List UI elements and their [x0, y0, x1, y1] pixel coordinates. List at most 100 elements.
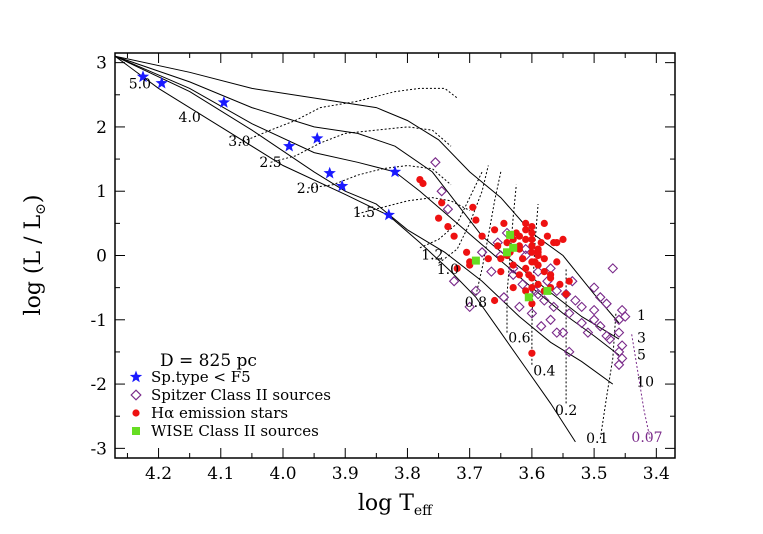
mass-labels: 5.0 4.0 3.0 2.5 2.0 1.5 1.21.0 0.8 0.6 0.4 0.2 0.1 1… — [129, 76, 663, 447]
circle-point — [416, 176, 424, 184]
diamond-point — [613, 359, 625, 371]
isochrone-age-label: 1 — [637, 308, 646, 324]
diamond-point — [613, 327, 625, 338]
square-point — [506, 230, 515, 239]
diamond-point — [545, 314, 556, 326]
circle-point — [503, 239, 511, 247]
x-axis-title: log Teff — [358, 491, 433, 519]
diamond-point — [517, 279, 528, 290]
star-point — [217, 96, 231, 108]
circle-point — [478, 232, 486, 240]
isochrone-line-3 — [114, 55, 614, 385]
diamond-point — [616, 353, 628, 364]
mass-label: 1.2 — [421, 247, 443, 263]
legend-marker-diamond — [130, 389, 142, 401]
x-tick-label: 3.6 — [518, 464, 545, 484]
diamond-point — [430, 157, 441, 168]
mass-label: 5.0 — [129, 76, 151, 92]
diamond-point — [548, 301, 559, 313]
diamond-point — [486, 266, 497, 277]
diamond-point — [582, 327, 594, 338]
y-tick-label: 0 — [96, 247, 107, 267]
star-point — [136, 70, 150, 83]
diamond-point — [595, 320, 606, 332]
mass-label: 4.0 — [179, 110, 201, 126]
mass-label: 1.0 — [437, 262, 459, 278]
circle-point — [528, 223, 536, 231]
circle-point — [553, 258, 561, 266]
y-tick-label: 1 — [96, 182, 107, 202]
circle-point — [472, 216, 480, 224]
evolutionary-track-8 — [531, 204, 539, 365]
mass-label: 2.0 — [297, 181, 319, 197]
star-point — [388, 165, 402, 178]
mass-label: 2.5 — [259, 155, 281, 171]
circle-point — [540, 219, 548, 227]
diamond-point — [616, 340, 628, 351]
circle-point — [466, 261, 474, 269]
legend-label-circle: Hα emission stars — [151, 404, 288, 422]
circle-point — [534, 245, 542, 253]
circle-point — [534, 280, 542, 288]
diamond-point — [563, 346, 575, 358]
legend-label-star: Sp.type < F5 — [151, 368, 251, 386]
diamond-point — [464, 301, 475, 313]
circle-point — [453, 264, 461, 272]
diamond-point — [601, 298, 612, 309]
diamond-point — [442, 203, 454, 215]
y-axis-title-main: log (L / L — [21, 214, 46, 315]
circle-point — [509, 284, 517, 292]
circle-point — [438, 199, 446, 207]
circle-point — [515, 232, 524, 240]
diamond-point — [520, 243, 531, 255]
diamond-point — [613, 346, 625, 358]
circle-point — [515, 242, 524, 250]
mass-label: 0.2 — [555, 403, 577, 419]
y-tick-label: -3 — [90, 439, 107, 459]
circle-point — [553, 239, 561, 247]
diamond-point — [551, 327, 563, 338]
diamond-point — [539, 295, 550, 306]
diamond-point — [551, 285, 563, 297]
mass-label: 0.8 — [465, 295, 487, 311]
legend-marker-star — [129, 370, 143, 383]
circle-point — [522, 219, 530, 227]
star-point — [283, 139, 296, 152]
circle-point — [469, 203, 477, 211]
evolutionary-track-3 — [357, 197, 470, 215]
circle-point — [522, 264, 530, 272]
square-point — [509, 243, 518, 252]
square-point — [471, 256, 480, 265]
circle-point — [528, 274, 536, 282]
isochrone-line-0 — [114, 55, 620, 324]
circle-point — [534, 251, 542, 260]
square-point — [543, 286, 552, 295]
x-tick-label: 3.4 — [643, 464, 670, 484]
circle-point — [522, 287, 530, 295]
circle-point — [528, 229, 536, 237]
circle-point — [534, 261, 542, 269]
diamond-point — [514, 301, 525, 313]
mass-label: 0.6 — [508, 330, 530, 346]
square-point — [503, 248, 511, 257]
circle-point — [522, 226, 530, 234]
circle-point — [497, 268, 505, 276]
x-tick-label: 4.1 — [207, 464, 234, 484]
x-tick-label: 4.0 — [269, 464, 296, 484]
diamond-point — [563, 308, 575, 319]
circle-point — [484, 255, 492, 263]
diamond-point — [570, 295, 581, 306]
circle-point — [537, 239, 545, 247]
data-points — [136, 70, 631, 371]
evolutionary-track-6 — [475, 171, 502, 296]
isochrone-age-label: 10 — [636, 375, 654, 391]
evolutionary-track-2 — [307, 164, 452, 189]
diamond-point — [498, 292, 510, 303]
y-tick-label: 2 — [96, 118, 107, 138]
circle-point — [497, 255, 505, 263]
x-tick-label: 3.7 — [456, 464, 483, 484]
mass-label: 0.4 — [533, 364, 555, 380]
diamond-point — [535, 320, 547, 332]
circle-point — [509, 261, 517, 269]
